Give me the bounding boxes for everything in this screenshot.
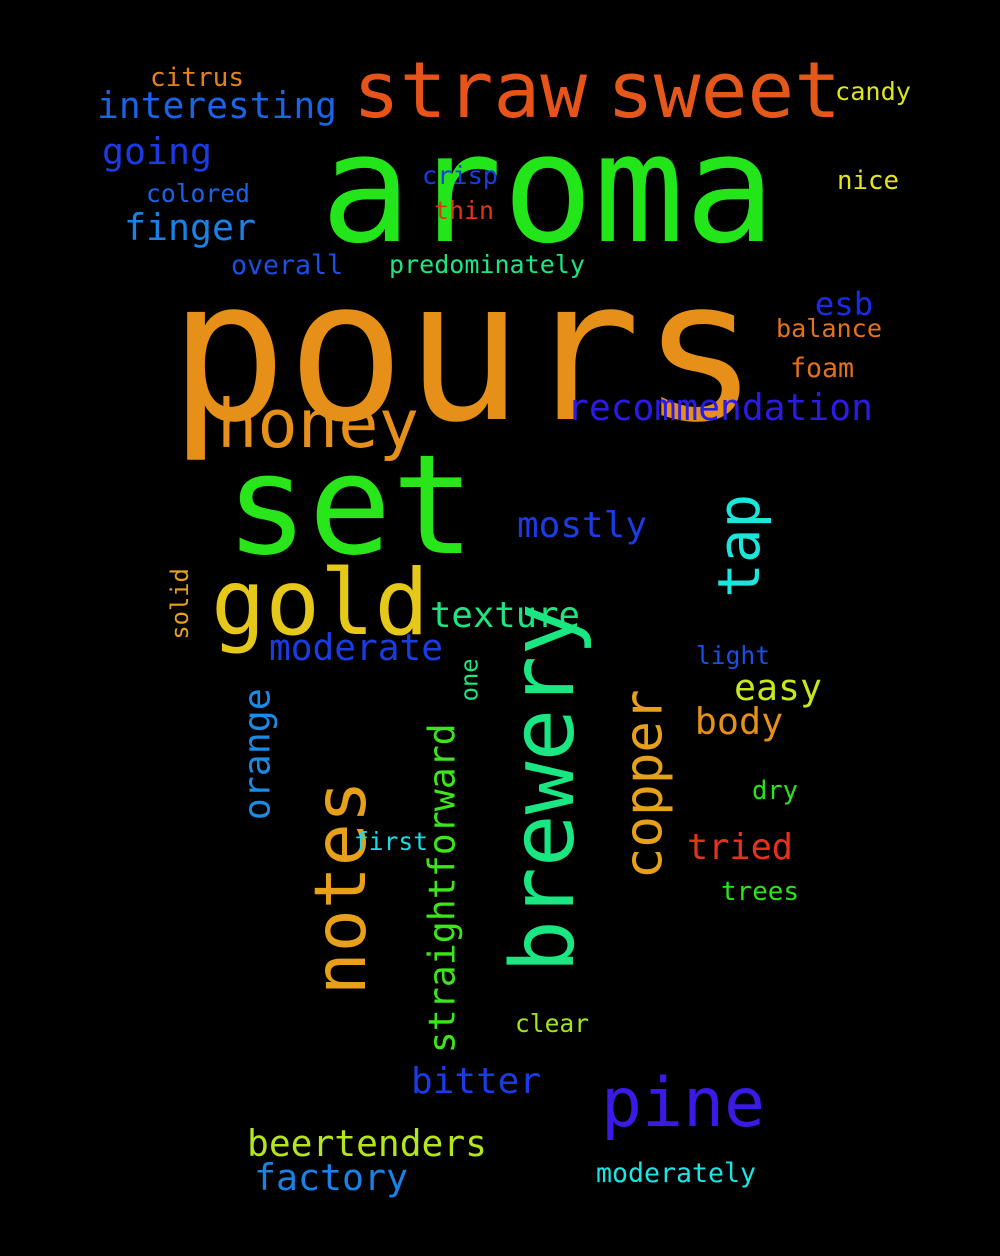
word-overall: overall — [231, 249, 344, 281]
word-copper: copper — [613, 688, 675, 879]
word-balance: balance — [776, 314, 882, 344]
word-nice: nice — [837, 166, 899, 197]
word-going: going — [102, 129, 212, 173]
word-thin: thin — [434, 195, 494, 225]
word-straightforward: straightforward — [420, 723, 464, 1053]
word-easy: easy — [734, 665, 822, 709]
word-moderate: moderate — [269, 625, 443, 669]
word-foam: foam — [790, 352, 854, 384]
word-first: first — [354, 826, 428, 856]
word-gold: gold — [211, 550, 429, 656]
word-one: one — [455, 658, 484, 702]
word-moderately: moderately — [596, 1157, 757, 1189]
word-solid: solid — [166, 568, 195, 640]
word-pine: pine — [601, 1064, 765, 1143]
word-brewery: brewery — [492, 603, 595, 973]
word-recommendation: recommendation — [567, 385, 873, 429]
word-body: body — [694, 699, 784, 743]
word-colored: colored — [146, 178, 250, 208]
word-set: set — [225, 424, 475, 586]
word-interesting: interesting — [97, 83, 337, 127]
word-notes: notes — [298, 780, 382, 996]
word-citrus: citrus — [150, 63, 244, 93]
word-candy: candy — [835, 77, 912, 107]
word-finger: finger — [124, 205, 256, 249]
word-texture: texture — [430, 595, 580, 637]
word-esb: esb — [814, 284, 874, 323]
word-light: light — [696, 640, 770, 670]
word-honey: honey — [217, 384, 419, 463]
word-beertenders: beertenders — [247, 1121, 487, 1165]
word-aroma: aroma — [320, 101, 776, 278]
word-orange: orange — [235, 687, 279, 820]
word-trees: trees — [721, 877, 799, 907]
word-factory: factory — [254, 1155, 408, 1199]
word-mostly: mostly — [517, 505, 647, 546]
word-bitter: bitter — [411, 1061, 541, 1102]
word-tap: tap — [706, 493, 774, 598]
word-predominately: predominately — [389, 249, 585, 279]
word-pours: pours — [169, 238, 759, 466]
word-tried: tried — [687, 827, 793, 869]
word-straw: straw — [353, 46, 588, 137]
word-crisp: crisp — [422, 161, 499, 191]
word-dry: dry — [752, 776, 799, 807]
word-clear: clear — [515, 1008, 589, 1038]
word-sweet: sweet — [607, 46, 842, 137]
